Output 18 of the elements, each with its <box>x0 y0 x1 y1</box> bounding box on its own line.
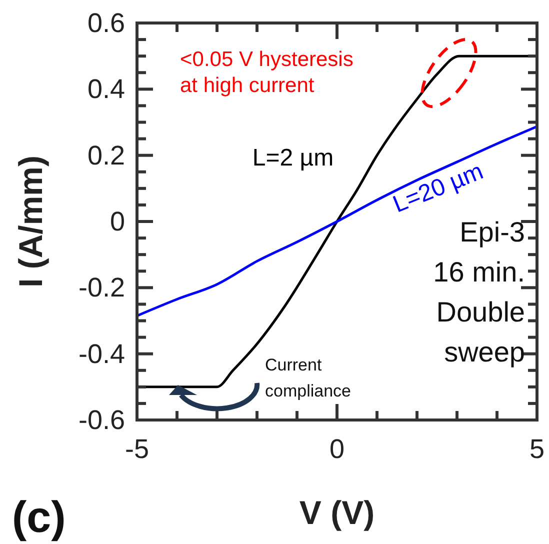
series-label: L=2 µm <box>252 144 334 172</box>
x-axis-title: V (V) <box>299 494 375 531</box>
annotation: <0.05 V hysteresis at high current <box>180 48 354 97</box>
y-tick-label: -0.2 <box>78 272 125 303</box>
y-tick-label: 0.6 <box>87 8 125 38</box>
y-tick-label: -0.6 <box>78 405 125 435</box>
annotation: Current compliance <box>265 355 351 400</box>
x-tick-label: 0 <box>329 434 345 464</box>
y-tick-label: -0.4 <box>78 338 125 369</box>
y-tick-label: 0.4 <box>87 74 125 104</box>
x-tick-label: -5 <box>124 434 150 464</box>
y-tick-label: 0 <box>110 206 125 236</box>
annotation: Epi-3 16 min. Double sweep <box>433 216 525 368</box>
y-tick-label: 0.2 <box>87 140 125 170</box>
text: (c) <box>12 493 66 542</box>
x-tick-label: 5 <box>529 434 545 464</box>
y-axis-title: I (A/mm) <box>12 156 49 288</box>
text: L=20 µm <box>389 158 488 218</box>
